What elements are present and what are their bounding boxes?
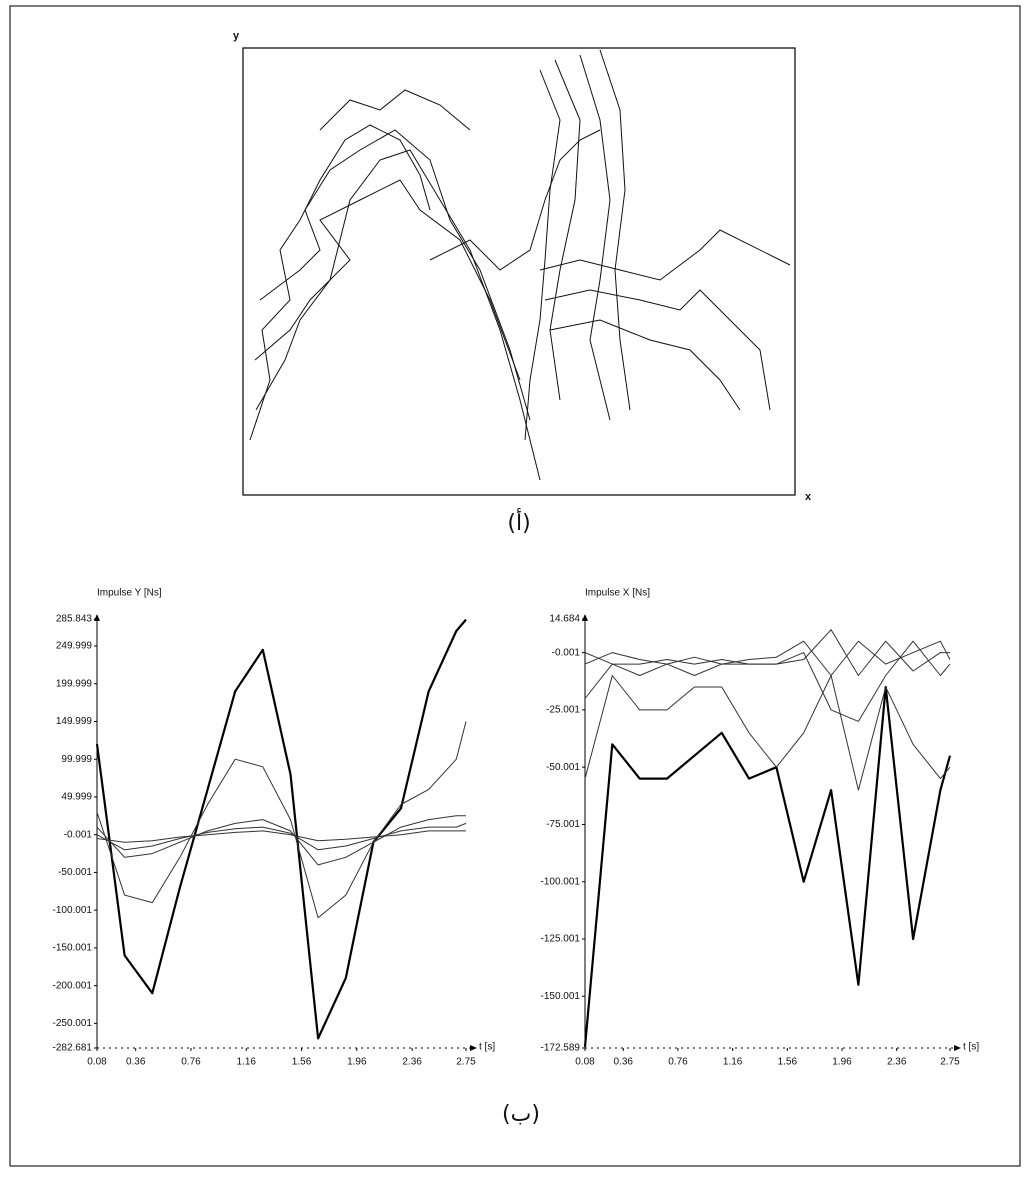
stick <box>599 49 631 411</box>
x-tick-label: 0.36 <box>126 1057 146 1068</box>
y-tick-label: -250.001 <box>53 1018 93 1029</box>
y-tick-label: 249.999 <box>56 641 93 652</box>
y-tick-label: -282.681 <box>53 1043 93 1054</box>
x-tick-label: 0.08 <box>575 1057 595 1068</box>
series-line <box>584 640 951 676</box>
y-tick-label: 49.999 <box>61 792 92 803</box>
x-tick-label: 1.96 <box>832 1057 852 1068</box>
caption-b: (ب) <box>502 1102 540 1127</box>
x-tick-label: 1.56 <box>292 1057 312 1068</box>
x-tick-label: 0.36 <box>614 1057 634 1068</box>
y-axis-arrow <box>582 614 588 621</box>
x-axis-arrow <box>470 1045 477 1051</box>
y-tick-label: -25.001 <box>546 705 580 716</box>
series-line <box>584 629 950 676</box>
frame <box>9 5 1021 1167</box>
series-line <box>96 822 467 851</box>
y-tick-label: -150.001 <box>541 991 581 1002</box>
stick <box>549 319 741 411</box>
y-axis-title: Impulse Y [Ns] <box>97 588 162 599</box>
x-tick-label: 1.16 <box>723 1057 743 1068</box>
y-tick-label: 199.999 <box>56 678 93 689</box>
y-axis-title: Impulse X [Ns] <box>585 588 650 599</box>
y-tick-label: -172.589 <box>541 1043 581 1054</box>
y-tick-label: -0.001 <box>64 829 93 840</box>
y-tick-label: -200.001 <box>53 980 93 991</box>
series-line <box>96 815 466 866</box>
x-axis-title: t [s] <box>963 1042 979 1053</box>
x-tick-label: 1.16 <box>237 1057 257 1068</box>
y-tick-label: -50.001 <box>546 762 580 773</box>
y-tick-label: -0.001 <box>552 647 581 658</box>
series-line <box>95 618 467 1040</box>
stick <box>524 69 561 441</box>
panel-a-y-label: y <box>233 30 240 42</box>
x-tick-label: 2.75 <box>940 1057 960 1068</box>
x-tick-label: 0.08 <box>87 1057 107 1068</box>
x-axis-arrow <box>954 1045 961 1051</box>
x-tick-label: 1.96 <box>347 1057 367 1068</box>
series-line <box>584 675 951 791</box>
stick <box>249 124 431 441</box>
panel-a-x-label: x <box>805 491 812 503</box>
series-line <box>96 721 467 919</box>
stick <box>319 89 471 131</box>
y-tick-label: -100.001 <box>541 876 581 887</box>
y-axis-arrow <box>94 614 100 621</box>
y-tick-label: -50.001 <box>58 867 92 878</box>
x-tick-label: 1.56 <box>778 1057 798 1068</box>
y-tick-label: 14.684 <box>549 614 580 625</box>
series-line <box>583 685 952 1047</box>
y-tick-label: -75.001 <box>546 819 580 830</box>
caption-a: (أ) <box>507 508 530 536</box>
x-tick-label: 2.36 <box>887 1057 907 1068</box>
stick <box>255 149 541 481</box>
x-tick-label: 0.76 <box>181 1057 201 1068</box>
x-tick-label: 2.75 <box>456 1057 476 1068</box>
x-tick-label: 0.76 <box>668 1057 688 1068</box>
stick <box>579 54 611 421</box>
stick <box>539 229 791 281</box>
y-tick-label: -125.001 <box>541 934 581 945</box>
y-tick-label: -100.001 <box>53 905 93 916</box>
series-line <box>96 830 466 843</box>
stick <box>429 129 601 271</box>
x-axis-title: t [s] <box>479 1042 495 1053</box>
stick <box>549 59 581 401</box>
stick-figure <box>249 49 791 481</box>
y-tick-label: -150.001 <box>53 943 93 954</box>
stick <box>259 129 531 421</box>
y-tick-label: 149.999 <box>56 716 93 727</box>
stick <box>544 289 771 411</box>
y-tick-label: 99.999 <box>61 754 92 765</box>
y-tick-label: 285.843 <box>56 614 93 625</box>
panel-a-box <box>242 47 796 496</box>
x-tick-label: 2.36 <box>402 1057 422 1068</box>
stick <box>254 179 521 381</box>
